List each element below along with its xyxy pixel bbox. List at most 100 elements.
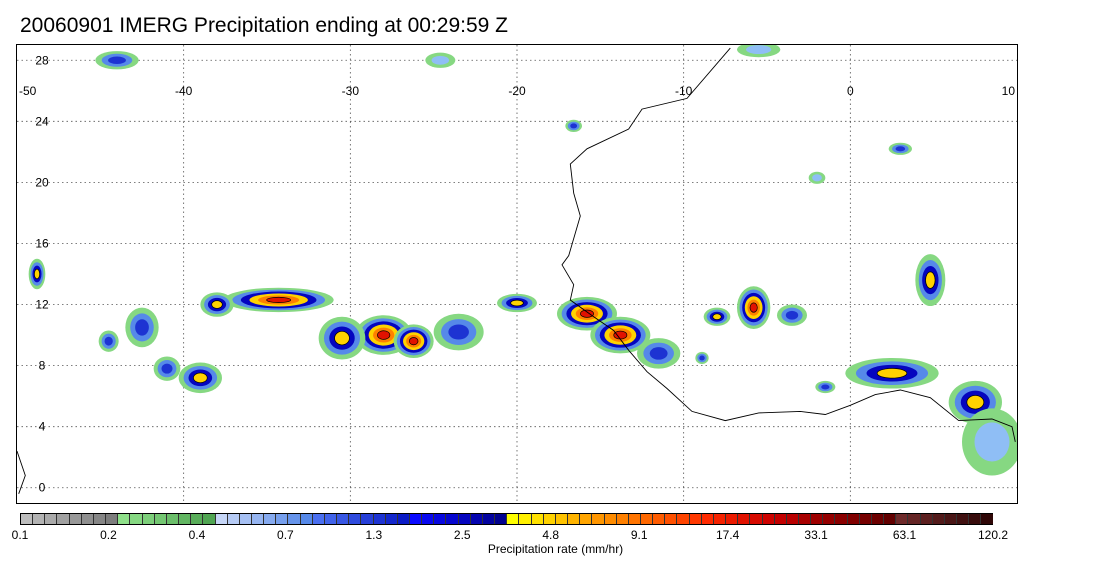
precip-cell — [211, 300, 223, 309]
lat-tick-label: 12 — [35, 298, 49, 312]
lon-tick-label: -50 — [19, 84, 37, 98]
lat-tick-label: 24 — [35, 114, 49, 128]
colorbar-segment — [799, 514, 812, 524]
colorbar-segment — [57, 514, 70, 524]
colorbar-segment — [81, 514, 94, 524]
colorbar-segment — [495, 514, 508, 524]
precipitation-field — [28, 45, 1017, 476]
precip-cell — [377, 330, 391, 340]
coastline-south-america — [17, 450, 26, 494]
colorbar-segment — [385, 514, 398, 524]
colorbar-tick-label: 63.1 — [892, 528, 917, 542]
colorbar-segment — [361, 514, 374, 524]
colorbar-segment — [568, 514, 581, 524]
colorbar-segment — [288, 514, 301, 524]
colorbar-segment — [592, 514, 605, 524]
colorbar-segment — [847, 514, 860, 524]
colorbar-tick-label: 0.1 — [11, 528, 29, 542]
colorbar-segment — [276, 514, 289, 524]
precip-cell — [448, 324, 469, 340]
colorbar-segment — [653, 514, 666, 524]
lon-tick-label: -30 — [342, 84, 360, 98]
colorbar-segment — [434, 514, 447, 524]
colorbar-tick-label: 0.2 — [100, 528, 117, 542]
lat-tick-label: 8 — [39, 359, 46, 373]
colorbar-segment — [957, 514, 970, 524]
colorbar-segment — [871, 514, 885, 524]
colorbar-segment — [166, 514, 180, 524]
colorbar-tick-label: 0.7 — [277, 528, 294, 542]
colorbar-segment — [69, 514, 82, 524]
lon-tick-label: -40 — [175, 84, 193, 98]
colorbar-segment — [884, 514, 897, 524]
colorbar-segment — [616, 514, 629, 524]
colorbar-segment — [251, 514, 265, 524]
colorbar-segment — [33, 514, 46, 524]
colorbar-tick-label: 120.2 — [977, 528, 1009, 542]
colorbar-segment — [604, 514, 617, 524]
colorbar-tick-label: 0.4 — [188, 528, 206, 542]
colorbar-segment — [507, 514, 520, 524]
colorbar-segment — [264, 514, 277, 524]
colorbar-segment — [410, 514, 423, 524]
colorbar-segment — [701, 514, 714, 524]
precip-cell — [108, 56, 126, 65]
precip-cell — [649, 347, 668, 360]
precip-cell — [749, 302, 758, 313]
colorbar-segment — [896, 514, 909, 524]
colorbar-segment — [142, 514, 155, 524]
precip-cell — [925, 271, 936, 289]
colorbar-segment — [738, 514, 751, 524]
coastline-west-africa — [561, 47, 1016, 442]
colorbar-tick-label: 1.3 — [365, 528, 383, 542]
precip-cell — [746, 45, 772, 55]
lat-tick-label: 28 — [35, 53, 49, 67]
precip-cell — [966, 395, 985, 410]
precip-cell — [895, 146, 906, 152]
colorbar-segment — [762, 514, 775, 524]
precip-cell — [876, 368, 908, 379]
colorbar-segment — [908, 514, 921, 524]
precip-cell — [580, 309, 594, 318]
colorbar-segment — [677, 514, 690, 524]
lon-tick-label: 0 — [847, 84, 854, 98]
colorbar-segment — [823, 514, 836, 524]
colorbar-segment — [835, 514, 848, 524]
precip-cell — [510, 299, 524, 307]
precip-cell — [334, 330, 350, 346]
precip-cell — [266, 296, 292, 303]
precip-cell — [812, 174, 822, 182]
map-canvas: -50 -40 -30 -20 -10 0 10 28 24 20 16 12 8 4 0 — [17, 45, 1017, 503]
colorbar-segment — [555, 514, 569, 524]
colorbar-segment — [179, 514, 192, 524]
colorbar-segment — [373, 514, 386, 524]
gridlines — [17, 45, 1017, 503]
colorbar-segment — [154, 514, 167, 524]
precip-cell — [193, 372, 208, 384]
colorbar-segment — [215, 514, 228, 524]
colorbar-segment — [312, 514, 325, 524]
colorbar-segment — [628, 514, 641, 524]
precip-cell — [161, 363, 173, 374]
colorbar-segment — [519, 514, 532, 524]
colorbar-segment — [580, 514, 593, 524]
colorbar-segment — [786, 514, 799, 524]
colorbar-segment — [969, 514, 982, 524]
colorbar-segment — [21, 514, 34, 524]
colorbar-segment — [239, 514, 252, 524]
colorbar-segment — [191, 514, 204, 524]
colorbar-segment — [482, 514, 496, 524]
precipitation-map: -50 -40 -30 -20 -10 0 10 28 24 20 16 12 8 4 0 — [16, 44, 1018, 504]
axis-tick-labels: -50 -40 -30 -20 -10 0 10 28 24 20 16 12 8 4 0 — [19, 53, 1015, 494]
colorbar-segment — [932, 514, 945, 524]
colorbar-segment — [227, 514, 240, 524]
colorbar-tick-label: 2.5 — [453, 528, 471, 542]
colorbar-tick-label: 33.1 — [804, 528, 828, 542]
colorbar-segment — [811, 514, 824, 524]
lon-tick-label: 10 — [1002, 84, 1016, 98]
colorbar-tick-label: 4.8 — [542, 528, 560, 542]
precip-cell — [104, 336, 113, 346]
colorbar-segment — [470, 514, 483, 524]
precip-cell — [408, 337, 419, 346]
colorbar-segment — [531, 514, 544, 524]
